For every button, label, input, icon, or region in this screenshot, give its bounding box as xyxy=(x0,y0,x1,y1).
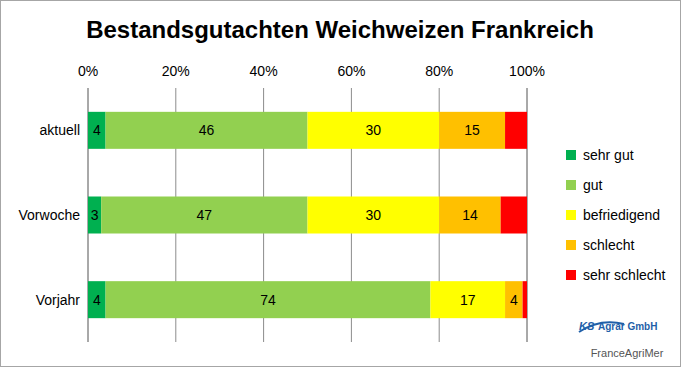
data-label: 4 xyxy=(93,292,101,308)
grid xyxy=(88,88,527,342)
legend: sehr gut gut befriedigend schlecht sehr schl… xyxy=(566,147,666,283)
bar xyxy=(106,281,431,318)
logo-text: Agrar GmbH xyxy=(598,321,657,332)
logo-text: KS xyxy=(579,320,595,332)
legend-swatch xyxy=(566,240,576,250)
data-label: 47 xyxy=(197,207,213,223)
tick-label: 0% xyxy=(78,63,98,79)
legend-swatch xyxy=(566,180,576,190)
bar xyxy=(308,112,440,149)
chart: Bestandsgutachten Weichweizen Frankreich… xyxy=(0,0,681,367)
bar xyxy=(430,281,505,318)
legend-label: sehr schlecht xyxy=(583,267,666,283)
bar xyxy=(501,197,527,234)
legend-label: gut xyxy=(583,177,603,193)
annotations: KSAgrar GmbH FranceAgriMer xyxy=(579,320,664,359)
legend-swatch xyxy=(566,150,576,160)
tick-label: 20% xyxy=(162,63,190,79)
category-label: aktuell xyxy=(40,122,80,138)
data-label: 4 xyxy=(93,122,101,138)
bar xyxy=(439,112,505,149)
tick-label: 60% xyxy=(337,63,365,79)
bar xyxy=(106,112,308,149)
category-label: Vorjahr xyxy=(36,292,81,308)
legend-swatch xyxy=(566,270,576,280)
bar xyxy=(439,197,500,234)
bar xyxy=(101,197,307,234)
title: Bestandsgutachten Weichweizen Frankreich xyxy=(86,16,594,43)
data-labels: 4 46 30 15 3 47 30 14 4 74 17 4 xyxy=(91,122,518,307)
data-label: 74 xyxy=(260,292,276,308)
data-label: 3 xyxy=(91,207,99,223)
chart-frame xyxy=(1,1,681,367)
data-label: 14 xyxy=(462,207,478,223)
legend-swatch xyxy=(566,210,576,220)
tick-label: 40% xyxy=(250,63,278,79)
tick-label: 100% xyxy=(509,63,545,79)
bar xyxy=(88,281,106,318)
data-label: 46 xyxy=(199,122,215,138)
source: FranceAgriMer xyxy=(591,347,664,359)
bar xyxy=(88,112,106,149)
category-label: Vorwoche xyxy=(19,207,81,223)
legend-label: befriedigend xyxy=(583,207,660,223)
legend-label: sehr gut xyxy=(583,147,634,163)
tick-label: 80% xyxy=(425,63,453,79)
bar xyxy=(523,281,527,318)
data-label: 30 xyxy=(366,122,382,138)
bar xyxy=(88,197,101,234)
bar xyxy=(505,112,527,149)
bar xyxy=(308,197,440,234)
bar xyxy=(505,281,523,318)
data-label: 17 xyxy=(460,292,476,308)
data-label: 4 xyxy=(510,292,518,308)
bars xyxy=(88,112,527,318)
data-label: 15 xyxy=(464,122,480,138)
data-label: 30 xyxy=(366,207,382,223)
legend-label: schlecht xyxy=(583,237,634,253)
